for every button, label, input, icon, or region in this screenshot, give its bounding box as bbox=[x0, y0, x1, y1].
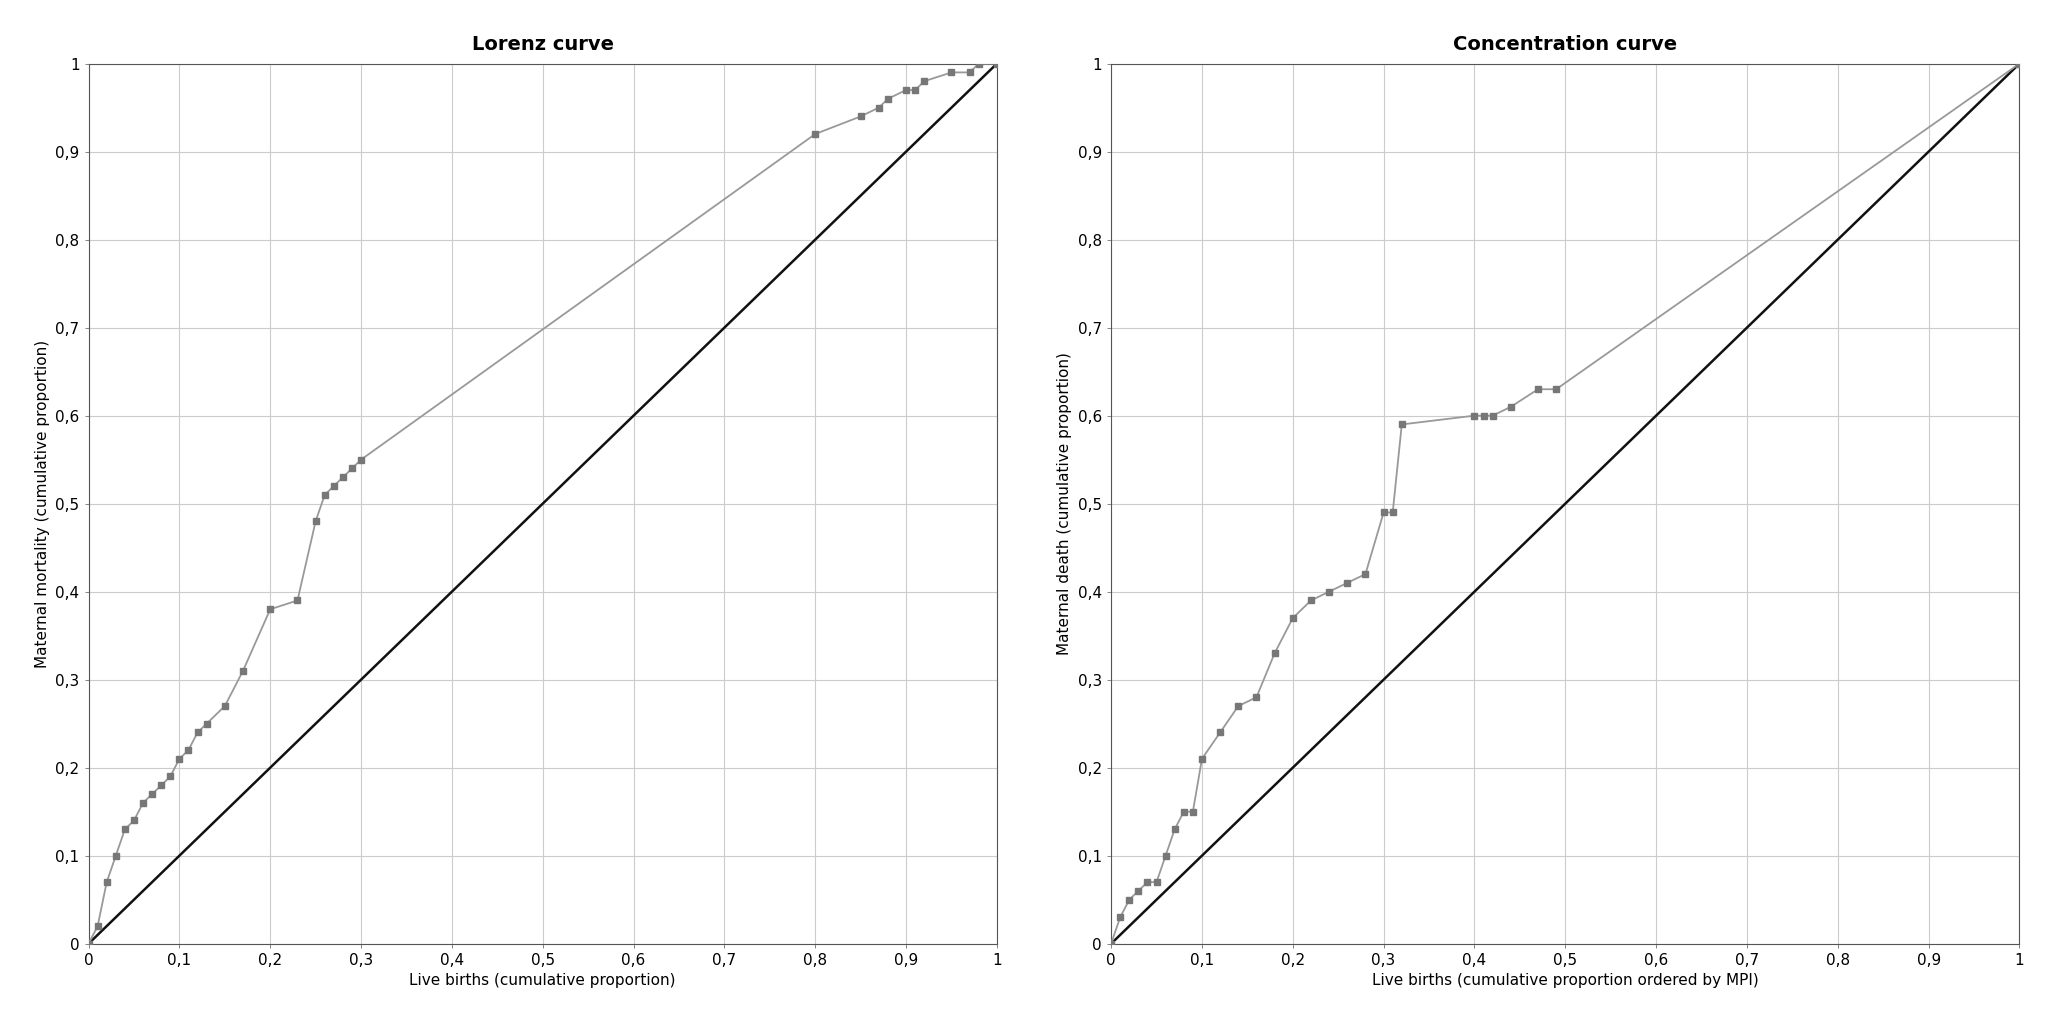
X-axis label: Live births (cumulative proportion ordered by MPI): Live births (cumulative proportion order… bbox=[1371, 973, 1758, 988]
Y-axis label: Maternal mortality (cumulative proportion): Maternal mortality (cumulative proportio… bbox=[35, 340, 49, 668]
Title: Concentration curve: Concentration curve bbox=[1454, 35, 1678, 54]
Title: Lorenz curve: Lorenz curve bbox=[472, 35, 614, 54]
Y-axis label: Maternal death (cumulative proportion): Maternal death (cumulative proportion) bbox=[1056, 352, 1073, 655]
X-axis label: Live births (cumulative proportion): Live births (cumulative proportion) bbox=[410, 973, 675, 988]
